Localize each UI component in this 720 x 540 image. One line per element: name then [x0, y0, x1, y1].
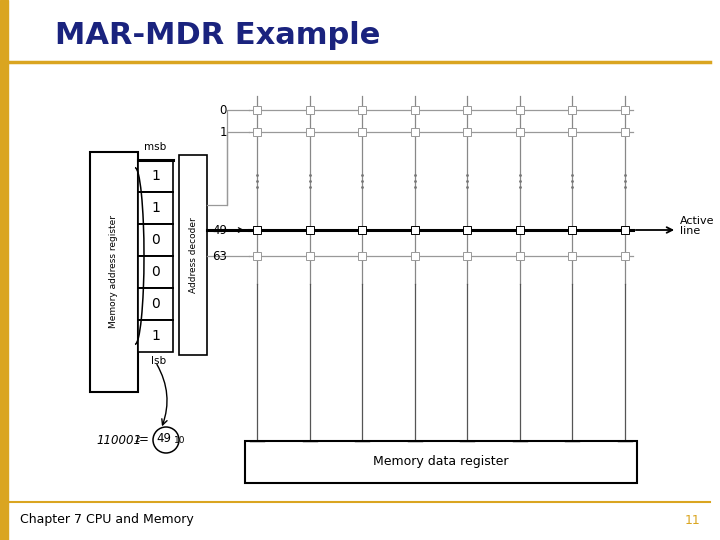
- Bar: [463, 106, 472, 114]
- Text: 11: 11: [684, 514, 700, 526]
- Bar: [253, 226, 261, 234]
- Bar: [358, 106, 366, 114]
- Text: Memory address register: Memory address register: [109, 215, 119, 328]
- Bar: [516, 252, 524, 260]
- Text: 1: 1: [151, 169, 160, 183]
- Text: 0: 0: [151, 297, 160, 311]
- Text: 0: 0: [151, 265, 160, 279]
- Bar: [621, 106, 629, 114]
- Bar: [463, 128, 472, 136]
- Bar: [410, 128, 419, 136]
- Bar: [253, 106, 261, 114]
- Bar: [621, 128, 629, 136]
- Bar: [138, 320, 173, 352]
- Bar: [358, 226, 366, 234]
- Bar: [138, 160, 173, 192]
- Bar: [463, 252, 472, 260]
- Bar: [138, 288, 173, 320]
- Bar: [516, 226, 524, 234]
- Bar: [516, 128, 524, 136]
- Bar: [568, 106, 577, 114]
- Bar: [463, 226, 472, 234]
- Bar: [253, 252, 261, 260]
- Text: lsb: lsb: [151, 356, 166, 366]
- Bar: [568, 128, 577, 136]
- Text: 63: 63: [212, 249, 227, 262]
- Bar: [138, 192, 173, 224]
- Text: 2: 2: [134, 435, 140, 444]
- Bar: [568, 252, 577, 260]
- Bar: [410, 226, 419, 234]
- Bar: [621, 252, 629, 260]
- Text: MAR-MDR Example: MAR-MDR Example: [55, 21, 380, 50]
- Text: =: =: [139, 434, 149, 447]
- Bar: [516, 106, 524, 114]
- Bar: [0, 0, 8, 540]
- Bar: [138, 224, 173, 256]
- Bar: [621, 226, 629, 234]
- Bar: [410, 106, 419, 114]
- Text: 1: 1: [220, 125, 227, 138]
- Text: 0: 0: [151, 233, 160, 247]
- Text: 10: 10: [174, 436, 186, 445]
- Text: Address decoder: Address decoder: [189, 217, 197, 293]
- Bar: [305, 128, 314, 136]
- Bar: [245, 441, 637, 483]
- Bar: [305, 252, 314, 260]
- Bar: [90, 152, 138, 392]
- Text: msb: msb: [145, 142, 166, 152]
- Text: Memory data register: Memory data register: [373, 456, 509, 469]
- Text: 0: 0: [220, 104, 227, 117]
- Bar: [358, 252, 366, 260]
- Text: Chapter 7 CPU and Memory: Chapter 7 CPU and Memory: [20, 514, 194, 526]
- Text: 49: 49: [156, 431, 171, 444]
- Bar: [358, 128, 366, 136]
- Bar: [305, 226, 314, 234]
- Text: 1: 1: [151, 201, 160, 215]
- Bar: [568, 226, 577, 234]
- Text: 1: 1: [151, 329, 160, 343]
- Bar: [138, 256, 173, 288]
- Bar: [179, 155, 207, 355]
- Text: Active
line: Active line: [680, 215, 714, 237]
- Text: 110001: 110001: [96, 434, 141, 447]
- Text: 49: 49: [212, 224, 227, 237]
- Bar: [305, 106, 314, 114]
- Bar: [410, 252, 419, 260]
- Bar: [253, 128, 261, 136]
